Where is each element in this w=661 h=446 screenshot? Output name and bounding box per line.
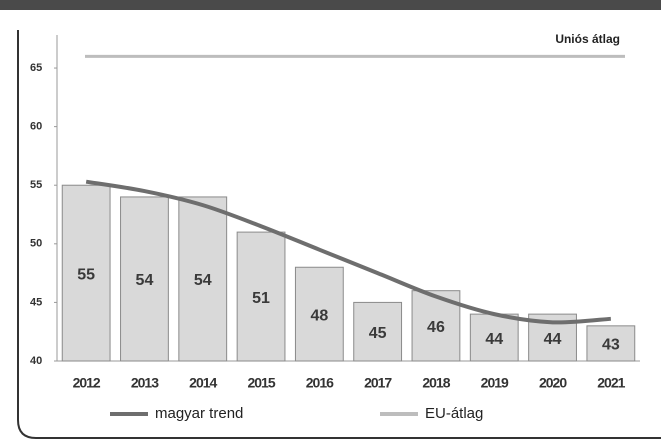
value-label: 48 (310, 307, 328, 324)
x-tick-label: 2018 (422, 375, 450, 391)
y-tick-label: 40 (30, 355, 42, 367)
value-label: 55 (77, 266, 95, 283)
value-label: 45 (369, 325, 387, 342)
value-label: 54 (136, 272, 154, 289)
x-tick-label: 2012 (73, 375, 101, 391)
x-tick-label: 2016 (306, 375, 334, 391)
y-tick-label: 45 (30, 296, 42, 308)
value-label: 46 (427, 319, 445, 336)
x-tick-label: 2020 (539, 375, 567, 391)
x-tick-label: 2015 (247, 375, 275, 391)
y-tick-label: 60 (30, 121, 42, 133)
y-tick-label: 50 (30, 238, 42, 250)
x-tick-label: 2014 (189, 375, 217, 391)
value-label: 43 (602, 337, 620, 354)
x-tick-label: 2019 (481, 375, 509, 391)
x-tick-label: 2013 (131, 375, 159, 391)
x-tick-label: 2021 (597, 375, 625, 391)
annotation: Uniós átlag (555, 32, 620, 46)
legend-label: EU-átlag (425, 405, 483, 422)
value-label: 51 (252, 290, 270, 307)
value-label: 44 (544, 331, 562, 348)
x-tick-label: 2017 (364, 375, 392, 391)
legend-label: magyar trend (155, 405, 243, 422)
y-tick-label: 65 (30, 62, 42, 74)
value-label: 54 (194, 272, 212, 289)
top-band (0, 0, 661, 10)
chart: Uniós átlag 40 45 50 55 60 65 2012 55 2013 54 2014… (0, 0, 661, 441)
value-label: 44 (485, 331, 503, 348)
y-tick-label: 55 (30, 179, 42, 191)
